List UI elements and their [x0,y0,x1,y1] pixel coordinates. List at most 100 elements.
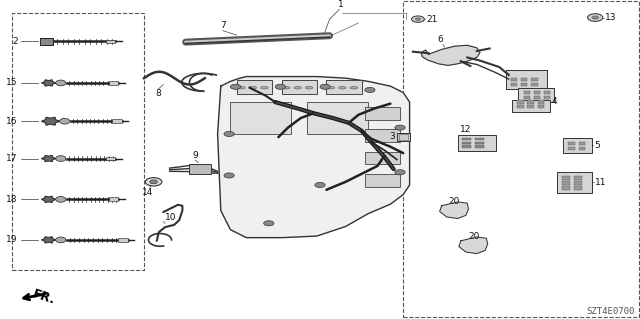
Polygon shape [421,45,480,65]
Bar [118,238,128,242]
Text: 16: 16 [6,117,18,126]
Polygon shape [459,237,488,254]
Bar [517,105,524,108]
Polygon shape [42,237,56,243]
Circle shape [395,125,405,130]
Bar [518,88,554,102]
Circle shape [315,182,325,188]
Text: 13: 13 [605,13,616,22]
Bar [326,80,362,94]
Bar [109,197,118,201]
Bar [568,147,575,150]
Bar [109,81,118,85]
Ellipse shape [60,118,70,124]
Text: 20: 20 [468,233,479,241]
Ellipse shape [294,86,301,89]
Bar [365,107,400,120]
Text: 6: 6 [438,35,443,44]
Bar [562,181,570,185]
Text: 19: 19 [6,235,18,244]
Text: 15: 15 [6,78,18,87]
Text: 5: 5 [594,141,600,150]
Polygon shape [42,196,56,203]
Circle shape [275,84,285,89]
Bar [106,157,115,160]
Text: 20: 20 [449,197,460,206]
Ellipse shape [249,86,257,89]
Ellipse shape [339,86,346,89]
Polygon shape [218,77,410,238]
Bar [521,78,527,81]
Bar [365,129,400,142]
Text: 7: 7 [220,21,225,30]
Text: 9: 9 [193,151,198,160]
Ellipse shape [260,86,268,89]
Text: FR.: FR. [31,287,57,307]
Text: SZT4E0700: SZT4E0700 [586,307,635,316]
Bar [538,100,544,104]
Circle shape [264,221,274,226]
Ellipse shape [56,197,66,202]
Text: 2: 2 [12,37,18,46]
Bar [475,145,484,148]
Ellipse shape [56,80,66,86]
Bar [579,142,585,145]
Text: 11: 11 [595,178,607,187]
Text: 10: 10 [165,213,177,222]
Text: 8: 8 [156,89,161,98]
Circle shape [415,18,420,20]
Bar [462,138,471,140]
Bar [524,96,530,99]
Circle shape [588,14,603,21]
Ellipse shape [350,86,358,89]
Bar [562,176,570,180]
Bar [574,176,582,180]
Text: 1: 1 [338,0,343,9]
Bar [574,181,582,185]
Bar [475,138,484,140]
Bar [511,78,517,81]
Bar [462,142,471,144]
Circle shape [395,170,405,175]
Bar [527,100,534,104]
Bar [237,80,272,94]
Polygon shape [42,80,56,86]
Circle shape [224,131,234,137]
Text: 14: 14 [141,188,153,197]
Ellipse shape [237,86,245,89]
Bar [531,83,538,86]
Bar [544,91,550,94]
Bar [517,100,524,104]
Bar [524,91,530,94]
Bar [40,38,53,45]
Ellipse shape [282,86,290,89]
Ellipse shape [56,156,66,161]
Bar [538,105,544,108]
Bar [557,172,592,193]
Bar [399,134,408,140]
Circle shape [412,16,424,22]
Text: 12: 12 [460,125,472,134]
Bar [534,91,540,94]
Bar [112,119,122,123]
Bar [397,133,410,141]
Bar [574,186,582,190]
Polygon shape [42,117,60,125]
Circle shape [365,87,375,93]
Circle shape [150,180,157,184]
Bar [475,142,484,144]
Bar [458,135,496,151]
Bar [527,105,534,108]
Bar [562,186,570,190]
Bar [568,142,575,145]
Bar [307,102,368,134]
Ellipse shape [327,86,335,89]
Bar [512,100,550,112]
Bar [544,96,550,99]
Text: 4: 4 [552,97,557,106]
Circle shape [230,84,241,89]
Bar [521,83,527,86]
Bar [189,164,211,174]
Bar [511,83,517,86]
Text: 21: 21 [426,15,438,24]
